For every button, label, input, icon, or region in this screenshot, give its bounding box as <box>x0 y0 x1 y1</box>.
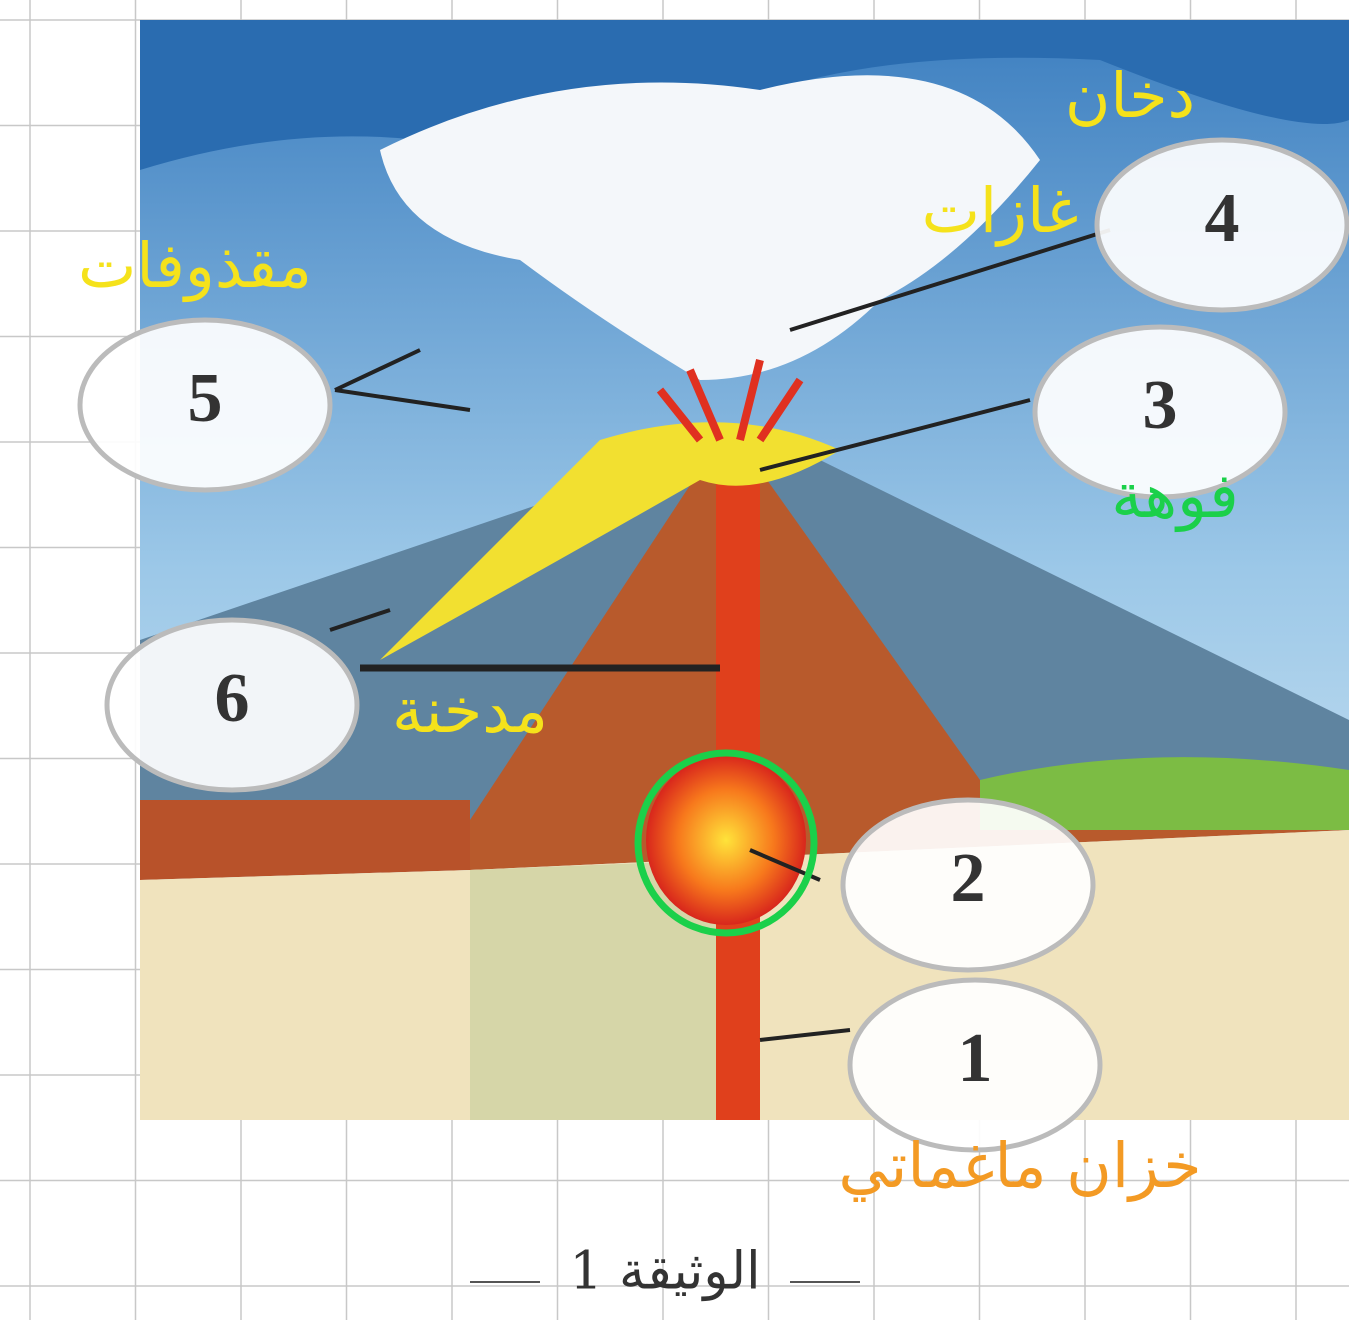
handwritten-label: مدخنة <box>392 674 548 747</box>
handwritten-label: مقذوفات <box>78 229 312 302</box>
page: 1خزان ماغماتي23فوهة4غازات5مقذوفات6مدخنة … <box>0 0 1349 1320</box>
handwritten-label: خزان ماغماتي <box>838 1129 1201 1202</box>
handwritten-label: دخان <box>1065 59 1195 132</box>
caption: الوثيقة 1 <box>569 1242 760 1302</box>
part-number: 3 <box>1143 367 1178 444</box>
handwritten-label: فوهة <box>1111 459 1239 532</box>
part-number: 6 <box>215 660 250 737</box>
part-number: 1 <box>958 1020 993 1097</box>
part-number: 4 <box>1205 180 1240 257</box>
part-number: 5 <box>188 360 223 437</box>
handwritten-label: غازات <box>922 174 1079 247</box>
part-number: 2 <box>951 840 986 917</box>
